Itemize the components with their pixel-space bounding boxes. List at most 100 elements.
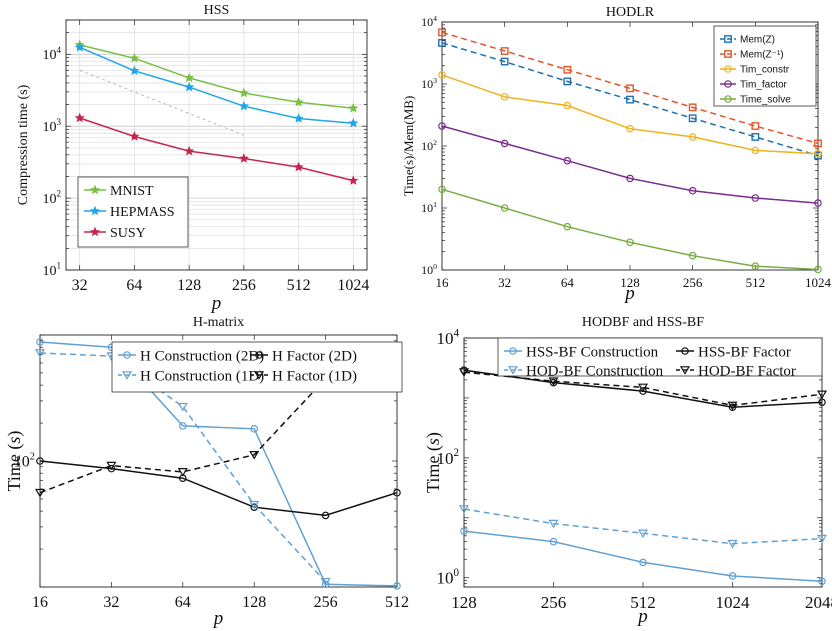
data-point [438,122,446,130]
series-time-solve [438,185,822,274]
legend-marker [679,366,691,375]
legend-marker [724,35,732,43]
series-line [79,46,354,124]
data-point [34,349,46,358]
data-point [36,338,44,346]
data-point [728,572,737,580]
series-line [39,460,398,517]
series-hepmass [74,42,359,128]
y-tick-label: 102 [421,138,437,153]
data-point [184,145,195,156]
data-point [688,186,697,195]
legend-marker [724,50,732,58]
data-point [639,558,647,567]
series-tim-constr [438,71,822,158]
data-point [626,124,634,133]
data-point [129,131,140,141]
y-axis-label: Compression time (s) [16,84,31,205]
x-tick-label: 1024 [805,275,832,290]
data-point [179,422,187,430]
data-point [751,122,760,130]
legend-marker [89,184,101,195]
data-point [626,174,634,183]
series-line [39,341,398,587]
y-tick-label: 102 [42,189,61,207]
data-point [816,390,828,400]
x-tick-label: 128 [177,277,201,294]
x-axis-label: p [623,283,635,304]
data-point [563,65,572,74]
data-point [348,117,359,128]
legend-box [497,337,823,377]
legend: H Construction (2D) H Factor (2D) H Constr… [111,341,403,393]
data-point [458,368,470,377]
legend: HSS-BF Construction HSS-BF Factor HOD-BF C… [497,337,823,379]
y-tick-label: 100 [421,262,437,277]
legend-marker [255,351,263,359]
series-line [39,378,327,494]
x-axis-label: p [212,608,224,629]
chart-hss: 101 102 103 104 32 64 128 256 512 1024 HSS p Compres… [16,3,369,314]
legend-marker [724,80,732,88]
data-point [34,488,46,498]
legend: MNIST HEPMASS SUSY [77,176,189,248]
series-line [441,188,819,271]
series-hss-bf-construction [460,527,826,586]
legend-marker [724,95,732,103]
legend-label: HSS-BF Construction [526,344,659,360]
series-line [441,74,819,155]
data-point [563,222,572,231]
axes-box [65,19,368,271]
x-tick-label: 512 [746,275,766,290]
x-tick-label: 64 [175,594,191,611]
data-point [74,112,85,123]
series-hod-bf-factor [458,368,828,411]
chart-hodbf: 100 102 104 128 256 512 1024 2048 HODBF and HSS-… [423,315,832,627]
data-point [348,175,359,185]
y-tick-label: 104 [42,45,61,63]
x-tick-label: 512 [630,593,656,612]
x-tick-label: 512 [385,594,409,611]
data-point [688,133,697,141]
legend-label: Tim_constr [740,65,790,76]
data-point [320,577,331,587]
data-point [238,100,249,111]
legend-marker [509,347,517,355]
x-tick-label: 32 [72,277,88,294]
data-point [500,139,509,148]
data-point [438,28,446,37]
data-point [321,511,330,520]
series-line [79,117,354,182]
series-line [79,69,245,136]
data-point [250,425,259,433]
x-tick-label: 32 [498,275,511,290]
x-tick-label: 256 [541,593,567,612]
data-point [563,156,572,165]
data-point [249,450,260,460]
series-tim-factor [438,122,822,207]
data-point [438,71,446,79]
legend: Mem(Z) Mem(Z⁻¹) Tim_constr Tim_factor Time_s… [713,25,817,107]
y-tick-label: 102 [14,451,35,470]
data-point [548,519,559,529]
legend-label: HSS-BF Factor [698,344,791,360]
data-point [814,199,822,207]
data-point [107,464,116,473]
data-point [637,383,649,393]
data-point [626,84,634,93]
data-point [816,534,828,544]
data-point [500,47,509,55]
data-point [238,153,249,163]
data-point [500,204,509,212]
data-point [818,577,826,586]
legend-box [111,341,403,393]
series-line [463,530,823,583]
x-tick-label: 128 [451,593,477,612]
x-tick-label: 2048 [805,593,832,612]
data-point [106,461,117,471]
legend-marker [253,371,265,380]
chart-hodlr: 100 101 102 103 104 16 32 64 128 256 512 1024 HODLR p… [401,5,832,304]
data-point [393,582,401,590]
legend-label: Mem(Z) [740,35,775,46]
